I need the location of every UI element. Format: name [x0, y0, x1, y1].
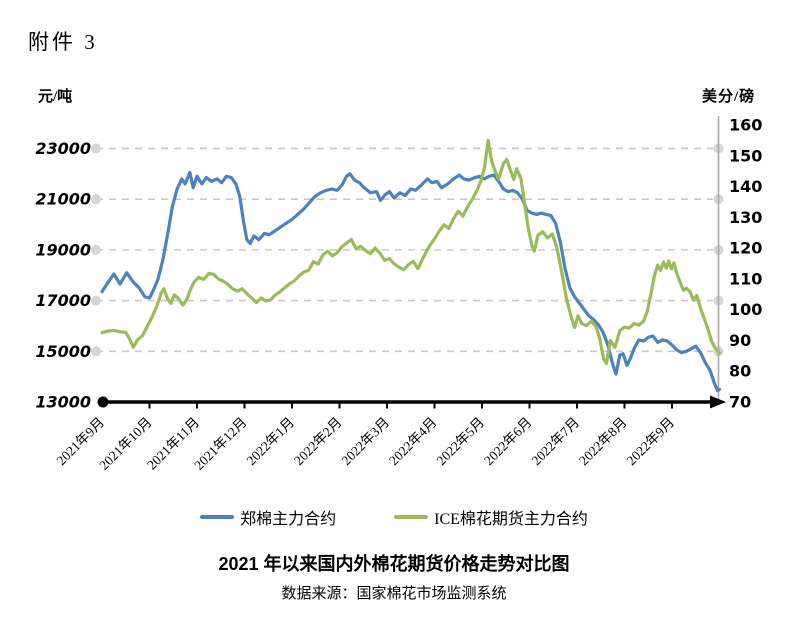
right-axis-tick-label: 80 [729, 362, 751, 381]
ice-line-swatch [394, 515, 429, 519]
chart-title: 2021 年以来国内外棉花期货价格走势对比图 [218, 554, 570, 574]
legend-item-ice: ICE棉花期货主力合约 [394, 505, 588, 529]
right-axis-tick-label: 100 [729, 300, 762, 319]
gridline-left-dot [91, 143, 101, 154]
right-axis-tick-label: 120 [729, 239, 762, 258]
legend: 郑棉主力合约 ICE棉花期货主力合约 [0, 505, 788, 529]
attachment-label: 附件 3 [28, 30, 98, 54]
x-axis-month-label: 2022年9月 [624, 415, 678, 469]
left-axis-tick-label: 13000 [35, 393, 91, 412]
gridline-left-dot [91, 244, 101, 255]
czce-series-line [100, 170, 722, 393]
right-axis-tick-label: 110 [729, 269, 762, 288]
legend-item-czce: 郑棉主力合约 [200, 505, 336, 529]
left-axis-tick-label: 17000 [35, 291, 91, 310]
czce-line-swatch [200, 515, 235, 519]
x-axis-month-label: 2022年1月 [244, 415, 298, 469]
legend-label-czce: 郑棉主力合约 [240, 511, 337, 528]
right-axis-tick-label: 150 [729, 146, 762, 165]
right-axis-tick-label: 130 [729, 208, 762, 227]
left-axis-unit: 元/吨 [38, 89, 73, 105]
left-axis-tick-label: 19000 [35, 240, 91, 259]
x-axis-month-label: 2022年6月 [481, 415, 535, 469]
x-axis-month-label: 2022年7月 [529, 415, 583, 469]
right-axis-tick-label: 90 [729, 331, 751, 350]
left-axis-tick-label: 21000 [35, 190, 91, 209]
gridline-left-dot [91, 194, 101, 205]
x-axis-month-label: 2022年3月 [339, 415, 393, 469]
x-axis-month-label: 2022年2月 [291, 415, 345, 469]
left-axis-tick-label: 23000 [35, 139, 91, 158]
right-axis-tick-label: 140 [729, 177, 762, 196]
chart-source: 数据来源：国家棉花市场监测系统 [281, 586, 507, 602]
x-axis-month-label: 2022年5月 [434, 415, 488, 469]
x-axis-month-label: 2022年8月 [576, 415, 630, 469]
ice-series-line [100, 138, 722, 366]
right-axis-unit: 美分/磅 [702, 89, 756, 105]
left-axis-tick-label: 15000 [35, 342, 91, 361]
legend-label-ice: ICE棉花期货主力合约 [434, 511, 588, 528]
right-axis-tick-label: 160 [729, 115, 762, 134]
x-axis-arrow [710, 395, 726, 409]
x-axis-month-label: 2022年4月 [386, 415, 440, 469]
gridline-left-dot [91, 346, 101, 357]
gridline-left-dot [91, 295, 101, 306]
x-axis-origin-dot [97, 396, 109, 408]
right-axis-tick-label: 70 [729, 393, 751, 412]
